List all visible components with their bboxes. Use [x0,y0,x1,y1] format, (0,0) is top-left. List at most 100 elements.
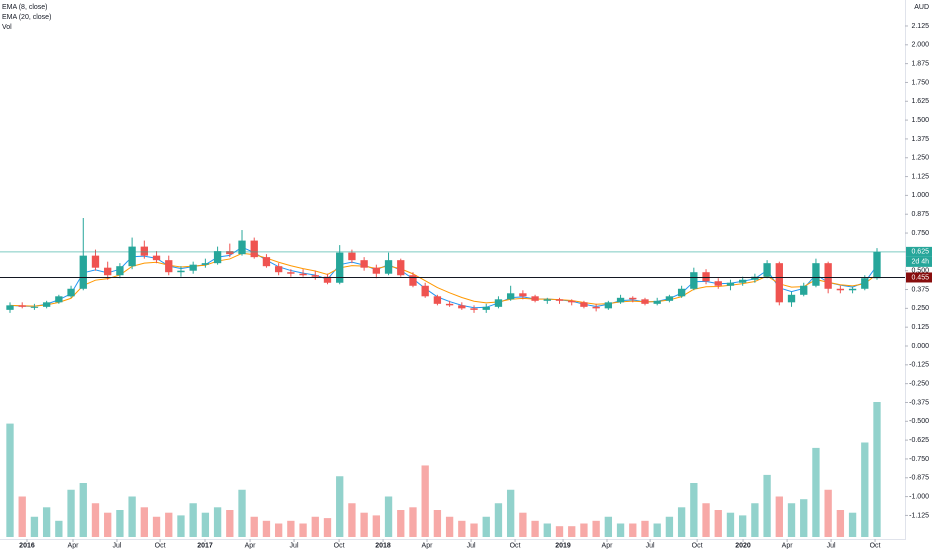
x-tick-label: Apr [245,542,257,549]
volume-bar [177,515,185,537]
x-tick-label: Jul [827,542,836,549]
x-tick-label: Jul [646,542,655,549]
candle-body [665,296,674,301]
volume-bar [336,476,344,537]
candle-body [470,308,478,310]
volume-bar [702,503,710,537]
y-tick-label: 1.125 [911,173,929,180]
y-tick-label: -0.375 [909,399,929,406]
volume-bar [555,526,564,537]
y-tick-label: 1.250 [911,155,929,162]
candle-body [616,297,625,303]
countdown-box [906,256,932,267]
volume-bar [360,512,368,537]
volume-bar [800,499,808,537]
candle-body [482,306,490,310]
y-tick-label: 2.000 [911,42,929,49]
y-tick-label: 1.500 [911,117,929,124]
volume-bar [67,489,75,537]
candle-body [824,263,832,289]
candle-body [751,276,759,280]
y-tick-label: 1.375 [911,136,929,143]
volume-bar [421,465,429,537]
candle-body [739,279,747,283]
volume-bar [629,523,637,537]
volume-bar [470,523,478,537]
volume-bar [287,520,295,537]
candle-body [213,251,222,264]
y-tick-label: 1.875 [911,60,929,67]
volume-bar [201,512,210,537]
y-tick-label: -0.625 [909,437,929,444]
volume-bar [641,520,649,537]
volume-bar [824,489,832,537]
candle-body [299,273,307,276]
legend-vol: Vol [2,24,12,31]
x-tick-label: Jul [290,542,299,549]
x-tick-label: 2018 [375,542,391,549]
last-price-label: 0.625 [911,249,929,256]
volume-bar [604,516,613,537]
x-tick-label: 2016 [19,542,35,549]
candle-body [836,288,845,291]
candle-body [409,275,417,286]
x-tick-label: Apr [782,542,794,549]
y-tick-label: 2.125 [911,23,929,30]
candle-body [55,296,63,303]
volume-bar [665,516,674,537]
volume-bar [739,515,747,537]
hline-label-box [906,272,932,283]
volume-bar [91,503,100,537]
volume-bar [812,447,820,537]
volume-bar [42,507,51,537]
volume-bar [299,523,307,537]
y-tick-label: -0.875 [909,475,929,482]
candle-body [714,281,722,286]
candle-body [104,267,112,276]
candle-body [67,288,75,297]
candle-body [250,240,258,258]
candle-body [201,263,210,265]
candle-body [116,266,124,276]
x-tick-label: Apr [422,542,434,549]
x-tick-label: Apr [602,542,614,549]
candle-body [323,276,332,283]
candle-body [787,294,796,303]
volume-bar [751,503,759,537]
legend-ema8: EMA (8, close) [2,4,48,11]
volume-bar [226,510,234,537]
volume-bar [140,507,148,537]
y-tick-label: 0.000 [911,343,929,350]
volume-bar [189,503,197,537]
volume-bar [311,516,319,537]
volume-bar [519,512,527,537]
volume-bar [787,503,796,537]
candle-body [555,299,564,301]
candle-body [274,266,283,273]
candle-body [848,288,857,291]
volume-bar [397,510,405,537]
y-tick-label: -1.125 [909,512,929,519]
y-tick-label: 0.500 [911,268,929,275]
candle-body [348,252,356,261]
candle-body [18,305,26,307]
y-tick-label: 0.250 [911,305,929,312]
volume-bar [213,507,222,537]
candle-body [568,300,576,303]
y-tick-label: 1.000 [911,192,929,199]
y-tick-label: 0.375 [911,286,929,293]
volume-bar [690,483,698,537]
volume-bar [848,512,857,537]
candle-body [287,272,295,274]
candle-body [641,299,649,304]
volume-bar [372,515,381,537]
candle-body [311,275,319,277]
candle-body [653,300,661,304]
volume-bar [250,516,258,537]
candle-body [677,288,686,297]
x-tick-label: Oct [155,542,166,549]
hline-label: 0.455 [911,274,929,281]
volume-bar [763,474,771,537]
candle-body [800,285,808,295]
